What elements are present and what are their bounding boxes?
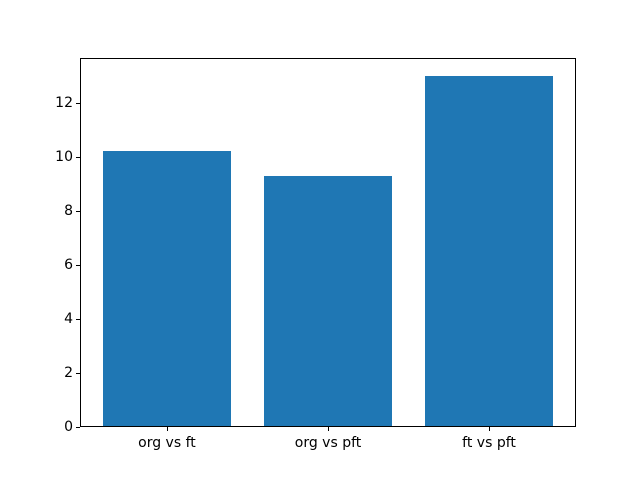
y-tick [76,319,80,320]
bar-org-vs-ft [102,151,232,427]
x-tick [489,427,490,431]
y-tick [76,427,80,428]
x-tick-label: ft vs pft [462,435,516,451]
y-tick [76,265,80,266]
bar-ft-vs-pft [424,75,554,427]
x-tick [328,427,329,431]
y-tick-label: 4 [64,310,73,327]
x-tick-label: org vs ft [138,435,196,451]
y-tick-label: 0 [64,419,73,435]
y-tick-label: 6 [64,256,73,273]
y-tick [76,157,80,158]
bar-org-vs-pft [263,175,393,427]
y-tick [76,211,80,212]
y-tick-label: 12 [55,94,73,111]
x-tick [167,427,168,431]
y-tick [76,373,80,374]
y-tick-label: 2 [64,364,73,381]
y-tick [76,103,80,104]
y-tick-label: 8 [64,202,73,219]
x-tick-label: org vs pft [294,435,362,451]
y-tick-label: 10 [55,148,73,165]
plot-area [80,58,576,427]
